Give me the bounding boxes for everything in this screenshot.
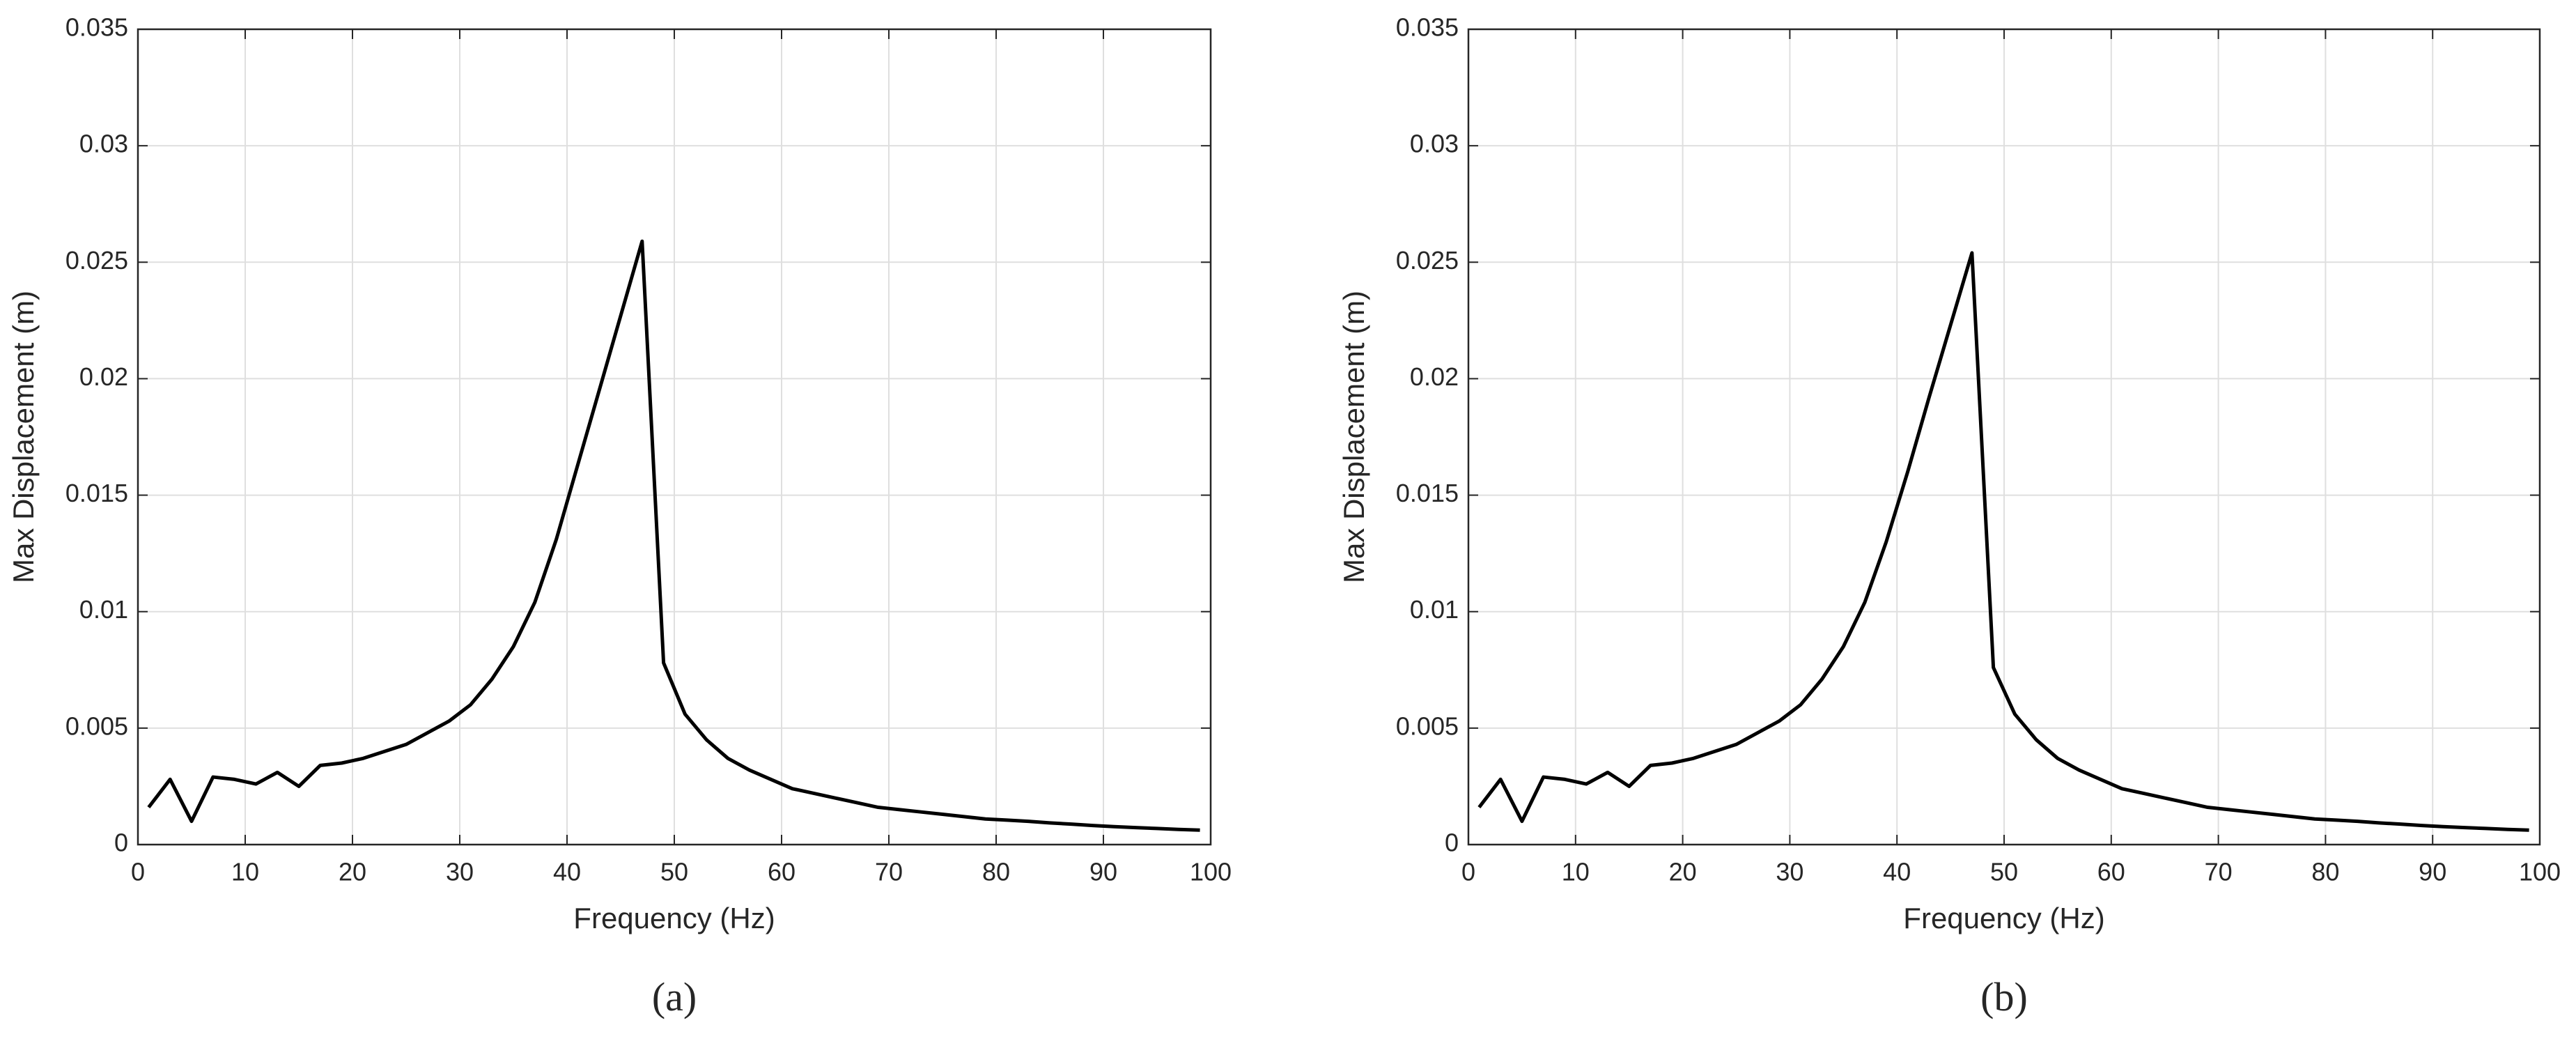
- data-line: [147, 239, 1200, 832]
- x-tick-label: 20: [1669, 858, 1697, 886]
- x-tick-label: 60: [2097, 858, 2125, 886]
- x-tick-label: 70: [2205, 858, 2233, 886]
- y-tick-label: 0.02: [79, 362, 128, 391]
- axes-box: [1467, 28, 2541, 846]
- y-tick-label: 0.03: [79, 130, 128, 158]
- x-axis-label: Frequency (Hz): [1903, 902, 2104, 934]
- x-tick-label: 50: [1990, 858, 2018, 886]
- y-tick-label: 0.03: [1410, 130, 1459, 158]
- caption: (a): [652, 974, 697, 1019]
- x-tick-label: 80: [982, 858, 1010, 886]
- x-tick-label: 80: [2311, 858, 2339, 886]
- y-tick-label: 0.025: [1396, 246, 1459, 275]
- x-tick-label: 20: [339, 858, 366, 886]
- chart: 0 10 20 30 40 50 60 70 80 90 100 0 0.005 0.01 0.015 0.0…: [1337, 13, 2561, 1019]
- x-tick-label: 70: [875, 858, 903, 886]
- x-tick-label: 0: [1461, 858, 1475, 886]
- y-tick-label: 0.005: [1396, 711, 1459, 740]
- x-axis-label: Frequency (Hz): [573, 902, 775, 934]
- axes-box: [137, 28, 1212, 846]
- x-tick-label: 100: [2519, 858, 2561, 886]
- x-tick-label: 10: [231, 858, 259, 886]
- y-tick-label: 0: [1445, 829, 1459, 857]
- y-tick-label: 0.01: [1410, 595, 1459, 624]
- data-line: [1477, 251, 2529, 832]
- y-tick-label: 0.035: [65, 13, 128, 42]
- y-tick-label: 0.015: [65, 479, 128, 507]
- y-axis-label: Max Displacement (m): [1337, 291, 1370, 583]
- x-tick-label: 60: [768, 858, 796, 886]
- x-tick-label: 90: [1089, 858, 1117, 886]
- y-axis-label: Max Displacement (m): [7, 291, 40, 583]
- x-tick-label: 40: [553, 858, 581, 886]
- x-tick-label: 90: [2419, 858, 2446, 886]
- y-tick-label: 0.005: [65, 711, 128, 740]
- y-tick-label: 0.025: [65, 246, 128, 275]
- x-tick-label: 0: [131, 858, 145, 886]
- y-tick-label: 0: [114, 829, 128, 857]
- caption: (b): [1980, 974, 2028, 1019]
- y-tick-label: 0.01: [79, 595, 128, 624]
- x-tick-label: 40: [1883, 858, 1911, 886]
- x-tick-label: 50: [660, 858, 688, 886]
- chart: 0 10 20 30 40 50 60 70 80 90 100 0 0.005 0.01 0.015 0.0…: [7, 13, 1232, 1019]
- x-tick-label: 30: [1776, 858, 1803, 886]
- x-tick-label: 100: [1190, 858, 1232, 886]
- x-tick-label: 10: [1562, 858, 1590, 886]
- y-tick-label: 0.035: [1396, 13, 1459, 42]
- y-tick-label: 0.015: [1396, 479, 1459, 507]
- x-tick-label: 30: [446, 858, 474, 886]
- y-tick-label: 0.02: [1410, 362, 1459, 391]
